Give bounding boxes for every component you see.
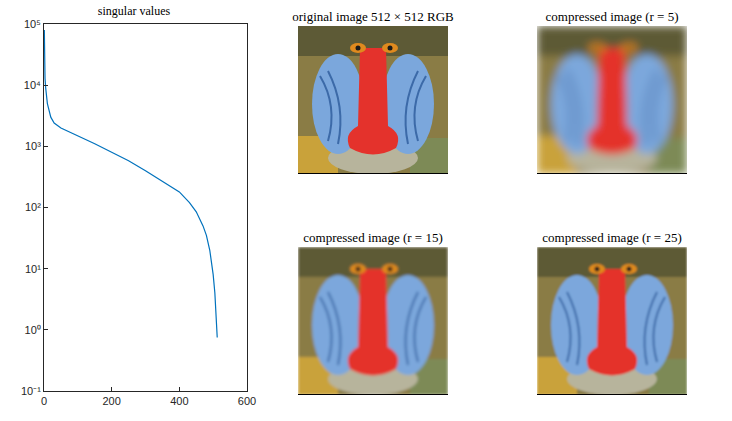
svg-text:singular values: singular values <box>98 4 171 18</box>
svg-text:10¹: 10¹ <box>25 263 41 275</box>
svg-text:10²: 10² <box>25 201 41 213</box>
svg-text:600: 600 <box>238 395 256 407</box>
html-text:original image 512 × 512 RGB: original image 512 × 512 RGB <box>292 9 454 24</box>
html-text:compressed image (r = 25): compressed image (r = 25) <box>542 230 682 245</box>
svg-text:400: 400 <box>170 395 188 407</box>
svg-text:200: 200 <box>102 395 120 407</box>
svg-text:10⁴: 10⁴ <box>24 79 41 91</box>
svg-text:10⁰: 10⁰ <box>25 324 41 336</box>
svg-text:10³: 10³ <box>25 140 41 152</box>
svg-text:0: 0 <box>41 395 47 407</box>
html-text:compressed image (r = 15): compressed image (r = 15) <box>303 230 443 245</box>
svg-text:10⁻¹: 10⁻¹ <box>21 385 41 397</box>
svg-text:10⁵: 10⁵ <box>24 18 41 30</box>
html-text:compressed image (r = 5): compressed image (r = 5) <box>545 9 679 24</box>
